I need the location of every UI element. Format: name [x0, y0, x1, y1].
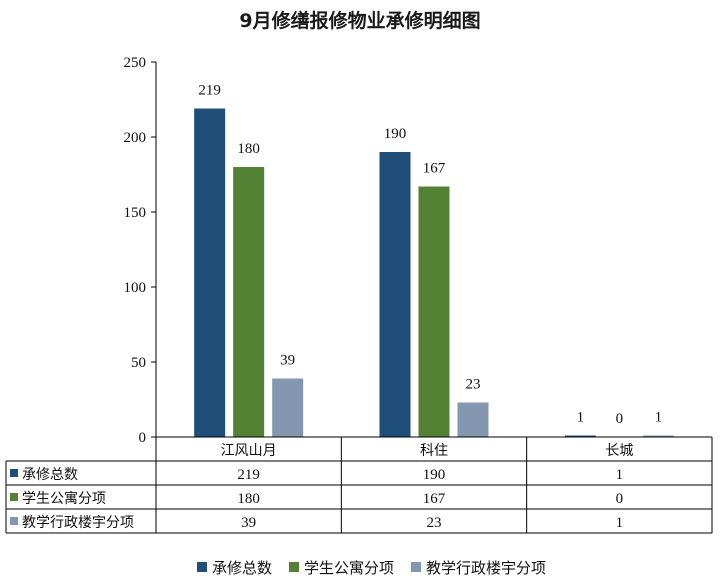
bar-data-label: 167 [423, 161, 446, 177]
legend-swatch [289, 562, 299, 572]
y-tick-label: 50 [131, 355, 146, 371]
y-tick-label: 100 [124, 280, 147, 296]
chart-title: 9月修缮报修物业承修明细图 [239, 9, 480, 32]
table-series-name: 承修总数 [22, 467, 78, 483]
y-tick-label: 250 [124, 55, 147, 71]
bars [194, 108, 674, 437]
legend-label: 学生公寓分项 [304, 559, 394, 577]
bar [379, 152, 411, 437]
bar-data-label: 1 [655, 410, 663, 426]
table-cell: 39 [241, 515, 256, 531]
bar-data-label: 39 [280, 353, 295, 369]
table-series-key [10, 469, 18, 477]
bar [564, 435, 596, 437]
category-label: 科住 [420, 443, 448, 459]
bar [418, 186, 450, 437]
y-axis: 0 50 100 150 200 250 [124, 55, 157, 446]
y-tick-label: 150 [124, 205, 147, 221]
legend-swatch [197, 562, 207, 572]
bar-labels: 219 180 39 190 167 23 1 0 1 [198, 83, 662, 428]
table-cell: 23 [427, 515, 442, 531]
legend-label: 承修总数 [212, 559, 272, 577]
category-label: 长城 [605, 443, 633, 459]
table-series-key [10, 517, 18, 525]
bar-data-label: 190 [384, 126, 407, 142]
legend-item: 教学行政楼宇分项 [411, 559, 546, 577]
table-cell: 1 [616, 467, 624, 483]
bar [642, 435, 674, 437]
y-tick-label: 0 [139, 430, 147, 446]
legend-item: 学生公寓分项 [289, 559, 394, 577]
bar [233, 167, 265, 437]
bar [457, 402, 489, 437]
table-series-name: 教学行政楼宇分项 [22, 515, 134, 531]
category-label: 江风山月 [221, 443, 277, 459]
table-cell: 219 [237, 467, 260, 483]
bar-data-label: 180 [237, 141, 260, 157]
legend-item: 承修总数 [197, 559, 272, 577]
table-series-name: 学生公寓分项 [22, 490, 106, 507]
bar-data-label: 1 [577, 410, 585, 426]
table-cell: 180 [237, 491, 260, 507]
bar [272, 378, 304, 437]
bar [194, 108, 226, 437]
bar-data-label: 0 [616, 411, 624, 427]
bar-data-label: 23 [466, 377, 481, 393]
table-series-key [10, 493, 18, 501]
legend-swatch [411, 562, 421, 572]
table-cell: 0 [616, 491, 624, 507]
legend-label: 教学行政楼宇分项 [426, 559, 546, 577]
table-cell: 190 [423, 467, 446, 483]
table-cell: 1 [616, 515, 624, 531]
legend: 承修总数 学生公寓分项 教学行政楼宇分项 [197, 559, 546, 577]
y-tick-label: 200 [124, 130, 147, 146]
bar-data-label: 219 [198, 83, 221, 99]
table-cell: 167 [423, 491, 446, 507]
